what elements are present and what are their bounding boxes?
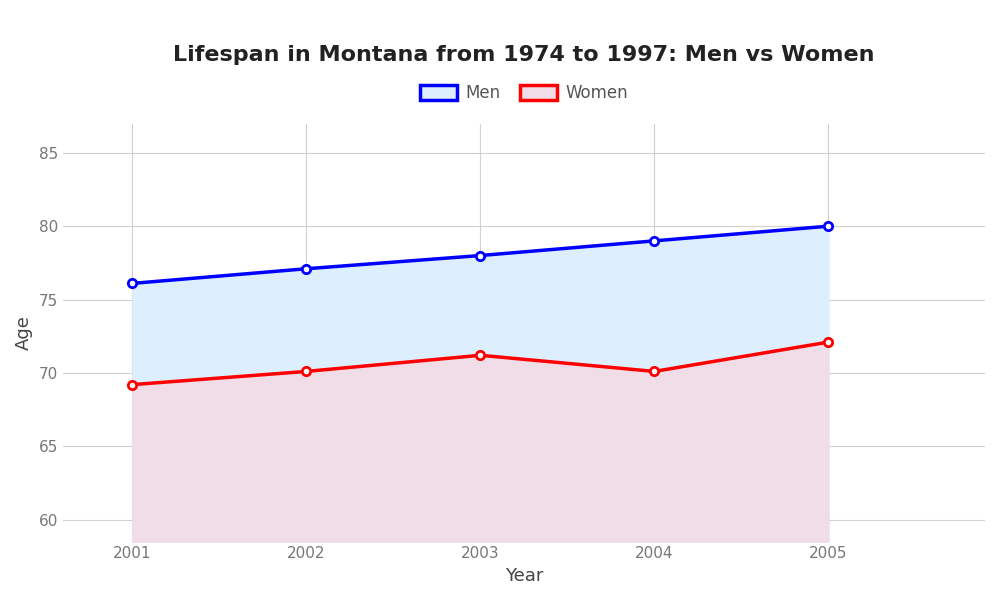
Y-axis label: Age: Age — [15, 315, 33, 350]
Legend: Men, Women: Men, Women — [413, 77, 634, 109]
Title: Lifespan in Montana from 1974 to 1997: Men vs Women: Lifespan in Montana from 1974 to 1997: M… — [173, 45, 875, 65]
X-axis label: Year: Year — [505, 567, 543, 585]
